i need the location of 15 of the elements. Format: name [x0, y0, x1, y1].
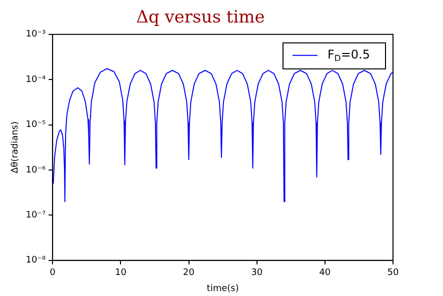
x-tick-label: 0 — [50, 268, 56, 278]
x-tick-label: 10 — [114, 268, 127, 278]
y-tick-label: 10⁻⁸ — [26, 256, 46, 266]
chart-title: Δq versus time — [136, 8, 265, 28]
x-axis-title: time(s) — [206, 284, 239, 294]
y-tick-label: 10⁻⁵ — [26, 120, 46, 130]
x-tick-label: 30 — [251, 268, 263, 278]
y-tick-label: 10⁻⁴ — [26, 74, 46, 85]
y-tick-label: 10⁻⁶ — [26, 165, 46, 176]
x-tick-label: 40 — [319, 268, 331, 278]
y-tick-label: 10⁻³ — [26, 30, 46, 40]
x-tick-label: 20 — [183, 268, 195, 278]
y-tick-label: 10⁻⁷ — [26, 210, 46, 221]
y-axis-title: Δθ(radians) — [10, 121, 21, 174]
x-tick-label: 50 — [387, 268, 399, 278]
